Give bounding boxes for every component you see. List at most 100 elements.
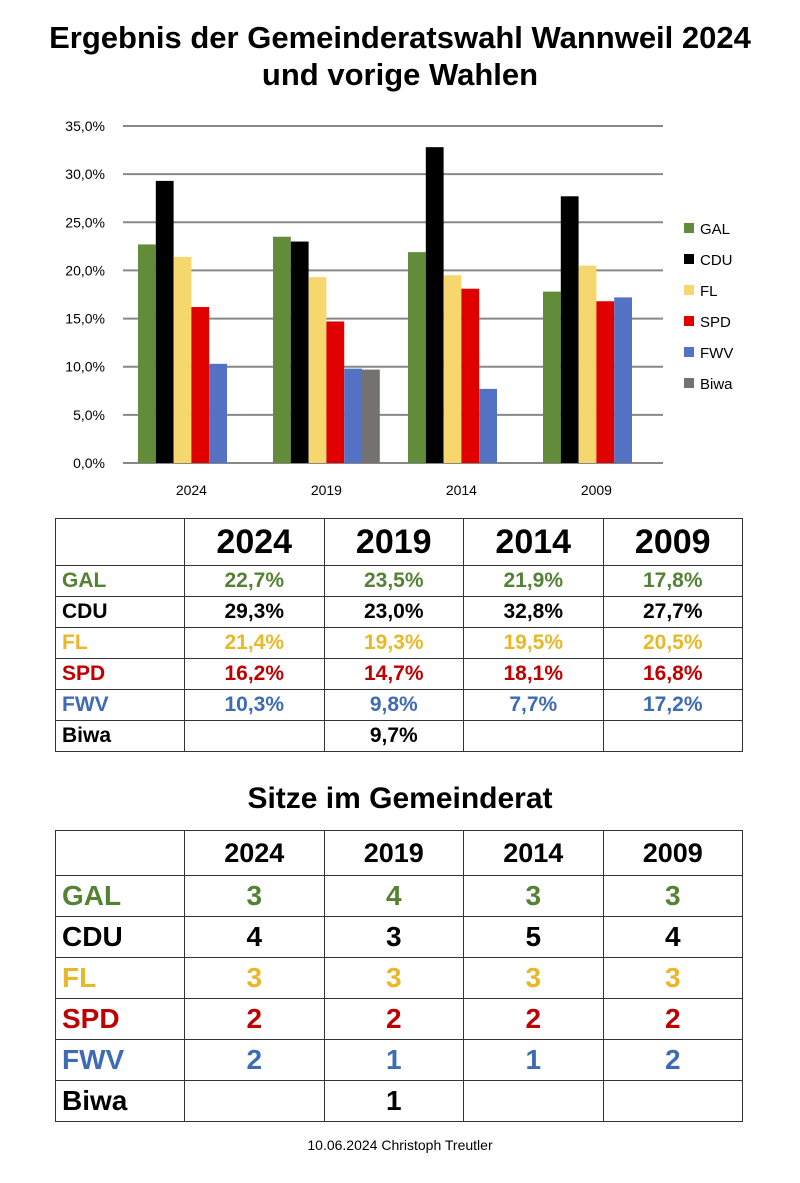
results-table: 2024 2019 2014 2009 GAL 22,7% 23,5% 21,9% 17,8% C… — [55, 518, 743, 752]
party-label: FL — [55, 957, 185, 999]
table-cell: 16,2% — [184, 658, 325, 690]
column-header: 2014 — [463, 518, 604, 566]
seats-title: Sitze im Gemeinderat — [247, 782, 553, 815]
title-line-1: Ergebnis der Gemeinderatswahl Wannweil 2… — [49, 20, 751, 55]
y-tick-label: 25,0% — [65, 214, 105, 230]
bar-Biwa-2019 — [362, 369, 380, 463]
table-row: GAL 22,7% 23,5% 21,9% 17,8% — [55, 565, 743, 597]
bar-chart: 0,0% 5,0% 10,0% 15,0% 20,0% 25,0% 30,0% 35,0% 20… — [65, 118, 733, 498]
y-tick-label: 35,0% — [65, 118, 105, 134]
table-cell: 21,4% — [184, 627, 325, 659]
table-cell: 19,5% — [463, 627, 604, 659]
legend-swatch-CDU — [684, 254, 694, 264]
table-row: FL 3 3 3 3 — [55, 957, 743, 999]
seats-table: 2024 2019 2014 2009 GAL 3 4 3 3 CDU 4 3 5 4 FL 3 3 3 3 SPD 2… — [55, 830, 743, 1122]
table-cell: 9,7% — [323, 720, 464, 752]
legend-label: CDU — [700, 252, 733, 269]
column-header: 2009 — [602, 830, 743, 876]
party-label: FL — [55, 627, 185, 659]
table-cell — [184, 720, 325, 752]
column-header: 2019 — [323, 518, 464, 566]
legend-label: FWV — [700, 345, 733, 362]
bar-SPD-2014 — [461, 288, 480, 463]
table-cell: 23,0% — [323, 596, 464, 628]
bar-FWV-2019 — [344, 368, 362, 463]
table-cell: 5 — [463, 916, 604, 958]
table-row: FL 21,4% 19,3% 19,5% 20,5% — [55, 627, 743, 659]
bar-SPD-2009 — [596, 301, 615, 463]
table-row: SPD 16,2% 14,7% 18,1% 16,8% — [55, 658, 743, 690]
footer: 10.06.2024 Christoph Treutler — [307, 1137, 493, 1153]
table-cell: 3 — [463, 875, 604, 917]
bar-GAL-2024 — [138, 244, 156, 463]
header-row: 2024 2019 2014 2009 — [55, 518, 743, 566]
table-cell — [602, 1080, 743, 1122]
table-cell: 2 — [184, 1039, 325, 1081]
bar-GAL-2019 — [273, 236, 291, 463]
column-header: 2014 — [463, 830, 604, 876]
legend-label: FL — [700, 283, 718, 300]
table-cell: 3 — [602, 957, 743, 999]
table-row: SPD 2 2 2 2 — [55, 998, 743, 1040]
bar-FL-2009 — [578, 265, 597, 463]
table-cell: 32,8% — [463, 596, 604, 628]
y-tick-label: 0,0% — [73, 455, 105, 471]
table-cell: 1 — [463, 1039, 604, 1081]
table-cell: 17,2% — [602, 689, 743, 721]
y-tick-label: 30,0% — [65, 166, 105, 182]
table-cell: 9,8% — [323, 689, 464, 721]
x-tick-label: 2014 — [446, 482, 477, 498]
table-cell: 1 — [323, 1039, 464, 1081]
party-label: GAL — [55, 565, 185, 597]
party-label: CDU — [55, 916, 185, 958]
legend-swatch-GAL — [684, 223, 694, 233]
bar-GAL-2014 — [408, 252, 426, 463]
legend-label: Biwa — [700, 376, 733, 393]
party-label: GAL — [55, 875, 185, 917]
table-row: CDU 4 3 5 4 — [55, 916, 743, 958]
party-label: CDU — [55, 596, 185, 628]
table-cell: 16,8% — [602, 658, 743, 690]
legend-swatch-Biwa — [684, 378, 694, 388]
bar-CDU-2024 — [155, 180, 174, 463]
table-cell: 1 — [323, 1080, 464, 1122]
party-label: SPD — [55, 658, 185, 690]
table-cell: 3 — [463, 957, 604, 999]
table-row: Biwa 1 — [55, 1080, 743, 1122]
column-header — [55, 830, 185, 876]
party-label: FWV — [55, 1039, 185, 1081]
bar-SPD-2024 — [191, 307, 210, 463]
table-cell: 10,3% — [184, 689, 325, 721]
table-cell: 2 — [184, 998, 325, 1040]
party-label: Biwa — [55, 720, 185, 752]
table-cell: 23,5% — [323, 565, 464, 597]
table-cell: 2 — [463, 998, 604, 1040]
legend-label: GAL — [700, 221, 730, 238]
party-label: Biwa — [55, 1080, 185, 1122]
table-cell — [463, 720, 604, 752]
table-row: CDU 29,3% 23,0% 32,8% 27,7% — [55, 596, 743, 628]
y-tick-label: 10,0% — [65, 359, 105, 375]
title-line-2: und vorige Wahlen — [261, 57, 539, 92]
table-row: Biwa 9,7% — [55, 720, 743, 752]
table-cell — [602, 720, 743, 752]
x-tick-label: 2009 — [581, 482, 612, 498]
column-header: 2009 — [602, 518, 743, 566]
column-header — [55, 518, 185, 566]
table-row: FWV 2 1 1 2 — [55, 1039, 743, 1081]
table-cell: 2 — [323, 998, 464, 1040]
table-cell: 7,7% — [463, 689, 604, 721]
bar-FWV-2024 — [209, 363, 227, 463]
party-label: FWV — [55, 689, 185, 721]
table-cell: 27,7% — [602, 596, 743, 628]
table-cell: 22,7% — [184, 565, 325, 597]
table-cell — [184, 1080, 325, 1122]
column-header: 2024 — [184, 518, 325, 566]
bar-CDU-2009 — [560, 196, 579, 463]
table-cell: 17,8% — [602, 565, 743, 597]
bar-FWV-2014 — [479, 388, 497, 463]
legend-label: SPD — [700, 314, 731, 331]
table-cell: 18,1% — [463, 658, 604, 690]
bar-FL-2014 — [443, 275, 462, 463]
table-cell: 2 — [602, 998, 743, 1040]
